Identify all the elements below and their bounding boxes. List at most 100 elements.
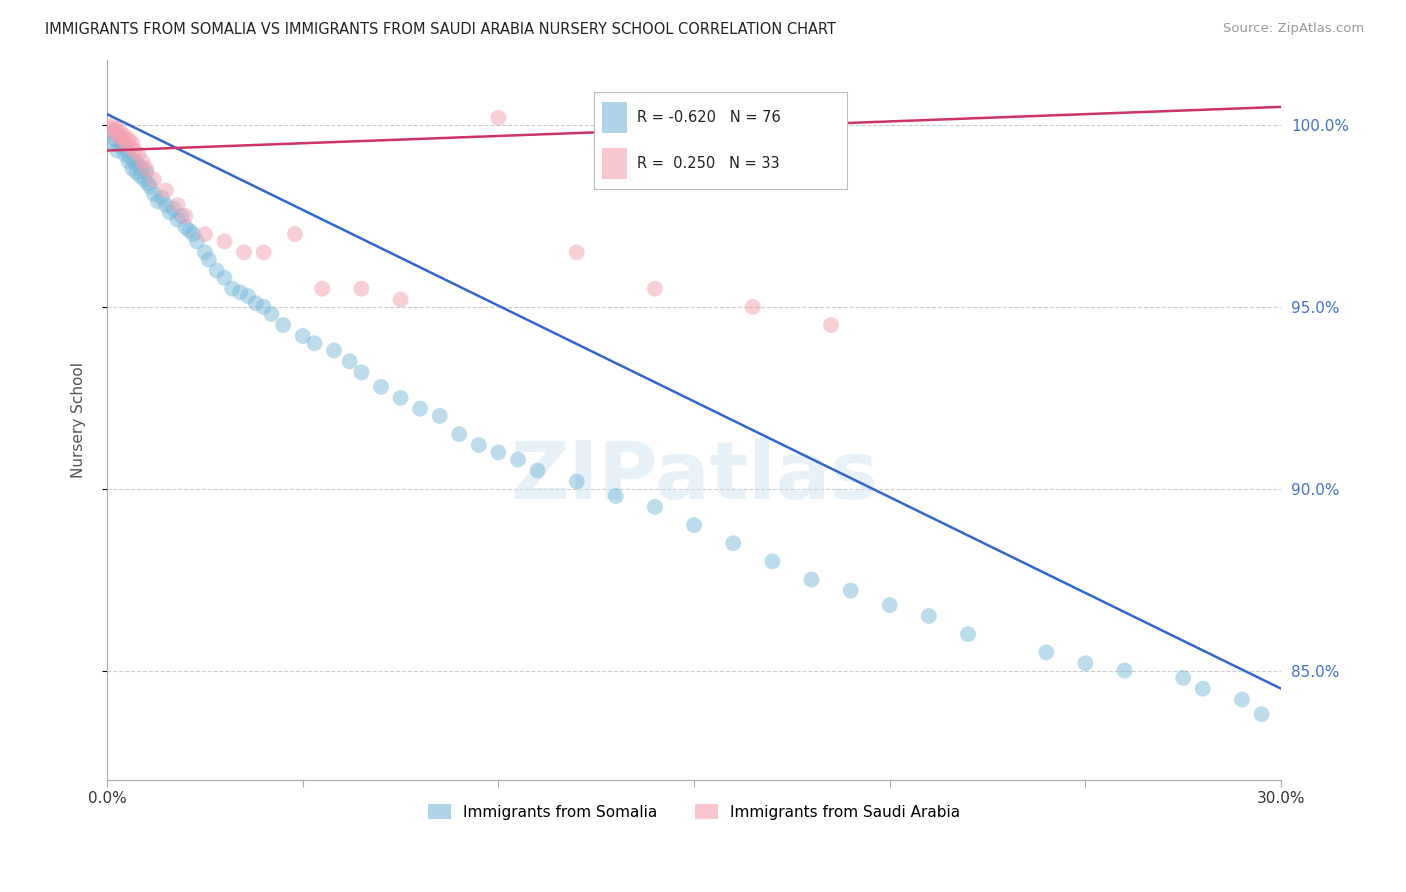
Point xyxy=(839,583,862,598)
Point xyxy=(127,147,149,161)
Point xyxy=(127,158,149,172)
Point xyxy=(198,252,221,267)
Point xyxy=(104,133,127,147)
Point xyxy=(124,154,146,169)
Point xyxy=(323,343,346,358)
Point xyxy=(311,282,333,296)
Point xyxy=(486,445,509,459)
Point xyxy=(186,235,208,249)
Point xyxy=(100,125,122,139)
Point xyxy=(115,144,138,158)
Point xyxy=(1250,707,1272,722)
Point xyxy=(120,140,142,154)
Point xyxy=(105,144,128,158)
Point xyxy=(179,223,201,237)
Point xyxy=(526,463,548,477)
Point xyxy=(565,245,588,260)
Point xyxy=(155,184,177,198)
Point xyxy=(449,427,471,442)
Point xyxy=(135,161,157,176)
Point xyxy=(565,475,588,489)
Point xyxy=(125,165,148,179)
Point xyxy=(409,401,432,416)
Point xyxy=(108,128,131,143)
Point xyxy=(170,209,193,223)
Point xyxy=(741,300,763,314)
Point xyxy=(644,282,666,296)
Y-axis label: Nursery School: Nursery School xyxy=(72,361,86,477)
Point xyxy=(131,154,153,169)
Point xyxy=(1074,657,1097,671)
Point xyxy=(486,111,509,125)
Point xyxy=(879,598,901,612)
Point xyxy=(104,125,127,139)
Point xyxy=(644,500,666,514)
Point xyxy=(134,172,156,186)
Point xyxy=(304,336,326,351)
Point xyxy=(174,209,197,223)
Point xyxy=(101,118,124,132)
Point xyxy=(111,133,134,147)
Point xyxy=(1173,671,1195,685)
Point xyxy=(194,227,217,241)
Text: Source: ZipAtlas.com: Source: ZipAtlas.com xyxy=(1223,22,1364,36)
Point xyxy=(124,144,146,158)
Point xyxy=(214,270,236,285)
Point xyxy=(350,282,373,296)
Point xyxy=(139,179,162,194)
Point xyxy=(284,227,307,241)
Point xyxy=(114,128,136,143)
Point xyxy=(110,125,132,139)
Point xyxy=(162,202,184,216)
Point xyxy=(820,318,842,332)
Point xyxy=(136,176,159,190)
Point xyxy=(236,289,259,303)
Point xyxy=(214,235,236,249)
Point xyxy=(110,140,132,154)
Point xyxy=(194,245,217,260)
Point xyxy=(205,263,228,277)
Point xyxy=(389,391,412,405)
Point xyxy=(721,536,744,550)
Point xyxy=(339,354,361,368)
Text: ZIPatlas: ZIPatlas xyxy=(510,438,879,516)
Point xyxy=(468,438,491,452)
Text: IMMIGRANTS FROM SOMALIA VS IMMIGRANTS FROM SAUDI ARABIA NURSERY SCHOOL CORRELATI: IMMIGRANTS FROM SOMALIA VS IMMIGRANTS FR… xyxy=(45,22,837,37)
Point xyxy=(1114,664,1136,678)
Point xyxy=(108,128,131,143)
Point xyxy=(1230,692,1253,706)
Point xyxy=(135,165,157,179)
Point xyxy=(956,627,979,641)
Point xyxy=(143,187,166,202)
Point xyxy=(389,293,412,307)
Point xyxy=(131,161,153,176)
Point xyxy=(291,329,314,343)
Point xyxy=(429,409,451,423)
Point xyxy=(117,154,139,169)
Point xyxy=(105,121,128,136)
Legend: Immigrants from Somalia, Immigrants from Saudi Arabia: Immigrants from Somalia, Immigrants from… xyxy=(422,798,966,826)
Point xyxy=(350,365,373,379)
Point xyxy=(174,219,197,234)
Point xyxy=(117,133,139,147)
Point xyxy=(120,151,142,165)
Point xyxy=(114,147,136,161)
Point xyxy=(252,300,274,314)
Point xyxy=(245,296,267,310)
Point xyxy=(605,489,627,503)
Point xyxy=(166,212,188,227)
Point xyxy=(800,573,823,587)
Point xyxy=(271,318,294,332)
Point xyxy=(1035,645,1057,659)
Point xyxy=(150,191,173,205)
Point xyxy=(370,380,392,394)
Point xyxy=(159,205,181,219)
Point xyxy=(260,307,283,321)
Point xyxy=(221,282,243,296)
Point xyxy=(143,172,166,186)
Point xyxy=(166,198,188,212)
Point xyxy=(121,136,143,151)
Point xyxy=(233,245,256,260)
Point xyxy=(229,285,252,300)
Point xyxy=(252,245,274,260)
